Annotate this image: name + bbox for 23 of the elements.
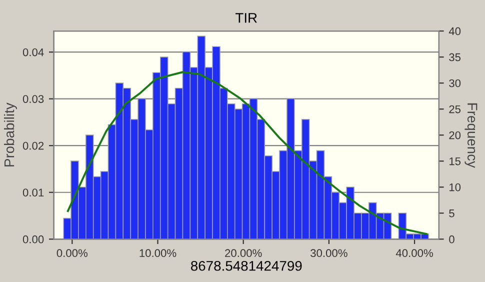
x-tick-label: 30.00% [310, 249, 348, 258]
y-tick-label: 0.01 [22, 188, 44, 197]
y-axis-title: Probability [4, 102, 17, 166]
y-tick-label: 0.02 [22, 142, 44, 150]
x-tick-label: 10.00% [140, 249, 176, 258]
x-tick-label: 0.00% [56, 249, 88, 258]
y-tick-label: 0.04 [22, 48, 44, 56]
y-tick-label: 0.00 [22, 235, 44, 244]
y2-tick-label: 40 [448, 27, 461, 36]
y2-tick-label: 0 [449, 235, 454, 244]
y2-tick-label: 5 [449, 210, 454, 218]
y2-tick-label: 20 [449, 131, 461, 140]
x-tick-label: 20.00% [225, 249, 262, 258]
x-axis-title: 8678.5481424799 [190, 260, 302, 271]
chart-title: TIR [236, 13, 257, 23]
y2-tick-label: 25 [449, 105, 461, 114]
x-tick-label: 40.00% [396, 249, 433, 258]
y2-tick-label: 10 [449, 183, 461, 192]
y-tick-label: 0.03 [22, 95, 44, 103]
y2-tick-label: 15 [449, 157, 461, 166]
y2-tick-label: 30 [449, 79, 461, 88]
y2-axis-title: Frequency [464, 103, 478, 168]
y2-tick-label: 35 [449, 53, 461, 62]
